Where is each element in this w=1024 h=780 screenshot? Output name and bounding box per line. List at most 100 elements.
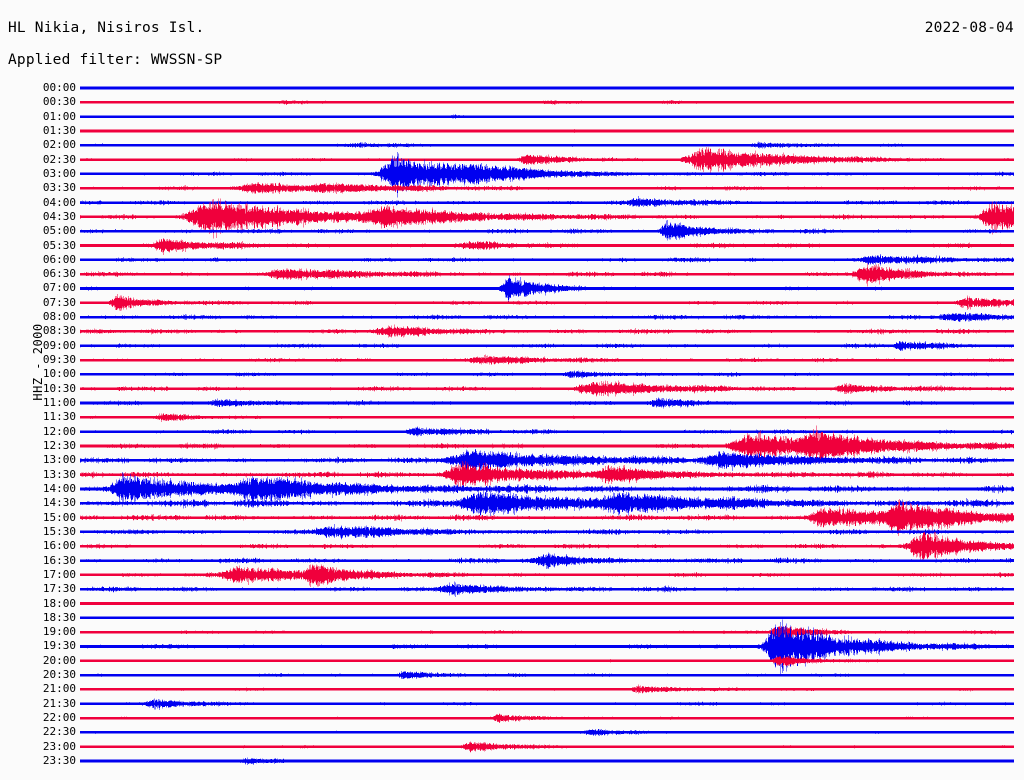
- time-tick-label: 12:00: [42, 424, 76, 438]
- time-axis-ticks: 00:00 00:30 01:00 01:30 02:00 02:30 03:00 03:30…: [0, 78, 76, 778]
- time-tick-label: 20:30: [42, 668, 76, 682]
- seismic-trace: [80, 617, 1014, 680]
- time-tick-label: 19:30: [42, 639, 76, 653]
- record-date: 2022-08-04: [924, 20, 1014, 36]
- time-tick-label: 22:30: [42, 725, 76, 739]
- time-tick-label: 07:00: [42, 281, 76, 295]
- seismic-trace: [80, 460, 1014, 491]
- seismic-trace: [80, 496, 1014, 537]
- trace-canvas: [80, 86, 1014, 766]
- seismogram-plot: [0, 78, 1024, 778]
- seismic-trace: [80, 523, 1014, 540]
- seismic-trace: [80, 143, 1014, 175]
- station-title: HL Nikia, Nisiros Isl.: [8, 20, 205, 36]
- seismic-trace: [80, 602, 1014, 605]
- time-tick-label: 09:30: [42, 353, 76, 367]
- seismic-trace: [80, 294, 1014, 312]
- time-tick-label: 03:00: [42, 166, 76, 180]
- time-tick-label: 00:30: [42, 95, 76, 109]
- seismic-trace: [80, 152, 1014, 198]
- seismic-trace: [80, 196, 1014, 208]
- time-tick-label: 21:00: [42, 682, 76, 696]
- seismic-trace: [80, 552, 1014, 570]
- seismic-trace: [80, 581, 1014, 597]
- seismic-trace: [80, 129, 1014, 133]
- time-tick-label: 19:00: [42, 625, 76, 639]
- time-tick-label: 10:30: [42, 381, 76, 395]
- time-tick-label: 02:30: [42, 152, 76, 166]
- time-tick-label: 05:00: [42, 224, 76, 238]
- seismic-trace: [80, 486, 1014, 518]
- seismic-trace: [80, 562, 1014, 590]
- time-tick-label: 06:30: [42, 267, 76, 281]
- time-tick-label: 16:00: [42, 539, 76, 553]
- seismic-trace: [80, 670, 1014, 680]
- time-tick-label: 01:30: [42, 123, 76, 137]
- time-tick-label: 17:00: [42, 567, 76, 581]
- seismic-trace: [80, 220, 1014, 242]
- time-tick-label: 00:00: [42, 81, 76, 94]
- seismic-trace: [80, 340, 1014, 352]
- time-tick-label: 09:00: [42, 338, 76, 352]
- seismic-trace: [80, 728, 1014, 737]
- time-tick-label: 12:30: [42, 439, 76, 452]
- time-tick-label: 17:30: [42, 582, 76, 596]
- time-tick-label: 22:00: [42, 711, 76, 725]
- time-tick-label: 04:30: [42, 209, 76, 223]
- seismic-trace: [80, 370, 1014, 379]
- time-tick-label: 21:30: [42, 696, 76, 710]
- seismic-trace: [80, 354, 1014, 366]
- seismic-trace: [80, 412, 1014, 423]
- time-tick-label: 07:30: [42, 295, 76, 309]
- time-tick-label: 06:00: [42, 252, 76, 266]
- seismic-trace: [80, 261, 1014, 287]
- seismic-trace: [80, 448, 1014, 473]
- seismic-trace: [80, 196, 1014, 240]
- time-tick-label: 08:00: [42, 310, 76, 324]
- time-tick-label: 18:00: [42, 596, 76, 610]
- seismic-trace: [80, 181, 1014, 195]
- time-tick-label: 14:30: [42, 496, 76, 510]
- seismic-trace: [80, 324, 1014, 338]
- time-tick-label: 02:00: [42, 138, 76, 152]
- time-tick-label: 23:00: [42, 739, 76, 753]
- time-tick-label: 18:30: [42, 610, 76, 624]
- time-tick-label: 13:00: [42, 453, 76, 467]
- seismic-trace: [80, 740, 1014, 754]
- seismic-trace: [80, 396, 1014, 409]
- time-tick-label: 04:00: [42, 195, 76, 209]
- seismic-trace: [80, 684, 1014, 694]
- seismic-trace: [80, 274, 1014, 305]
- seismic-trace: [80, 253, 1014, 266]
- seismic-trace: [80, 114, 1014, 119]
- time-tick-label: 05:30: [42, 238, 76, 252]
- seismic-trace: [80, 698, 1014, 711]
- seismic-trace: [80, 424, 1014, 464]
- time-tick-label: 16:30: [42, 553, 76, 567]
- seismic-trace: [80, 99, 1014, 106]
- seismic-trace: [80, 379, 1014, 398]
- time-tick-label: 20:00: [42, 653, 76, 667]
- seismic-trace: [80, 616, 1014, 620]
- seismic-trace: [80, 237, 1014, 256]
- time-tick-label: 01:00: [42, 109, 76, 123]
- seismic-trace: [80, 141, 1014, 149]
- time-tick-label: 13:30: [42, 467, 76, 481]
- applied-filter-label: Applied filter: WWSSN-SP: [8, 52, 223, 68]
- seismic-trace: [80, 426, 1014, 437]
- seismic-trace: [80, 713, 1014, 724]
- time-tick-label: 15:30: [42, 524, 76, 538]
- time-tick-label: 11:00: [42, 396, 76, 410]
- time-tick-label: 15:00: [42, 510, 76, 524]
- seismic-trace: [80, 471, 1014, 508]
- time-tick-label: 10:00: [42, 367, 76, 381]
- time-tick-label: 11:30: [42, 410, 76, 424]
- seismic-trace: [80, 311, 1014, 323]
- seismic-trace: [80, 655, 1014, 667]
- seismic-trace: [80, 757, 1014, 766]
- time-tick-label: 03:30: [42, 181, 76, 195]
- time-tick-label: 08:30: [42, 324, 76, 338]
- seismic-trace: [80, 529, 1014, 564]
- time-tick-label: 23:30: [42, 754, 76, 768]
